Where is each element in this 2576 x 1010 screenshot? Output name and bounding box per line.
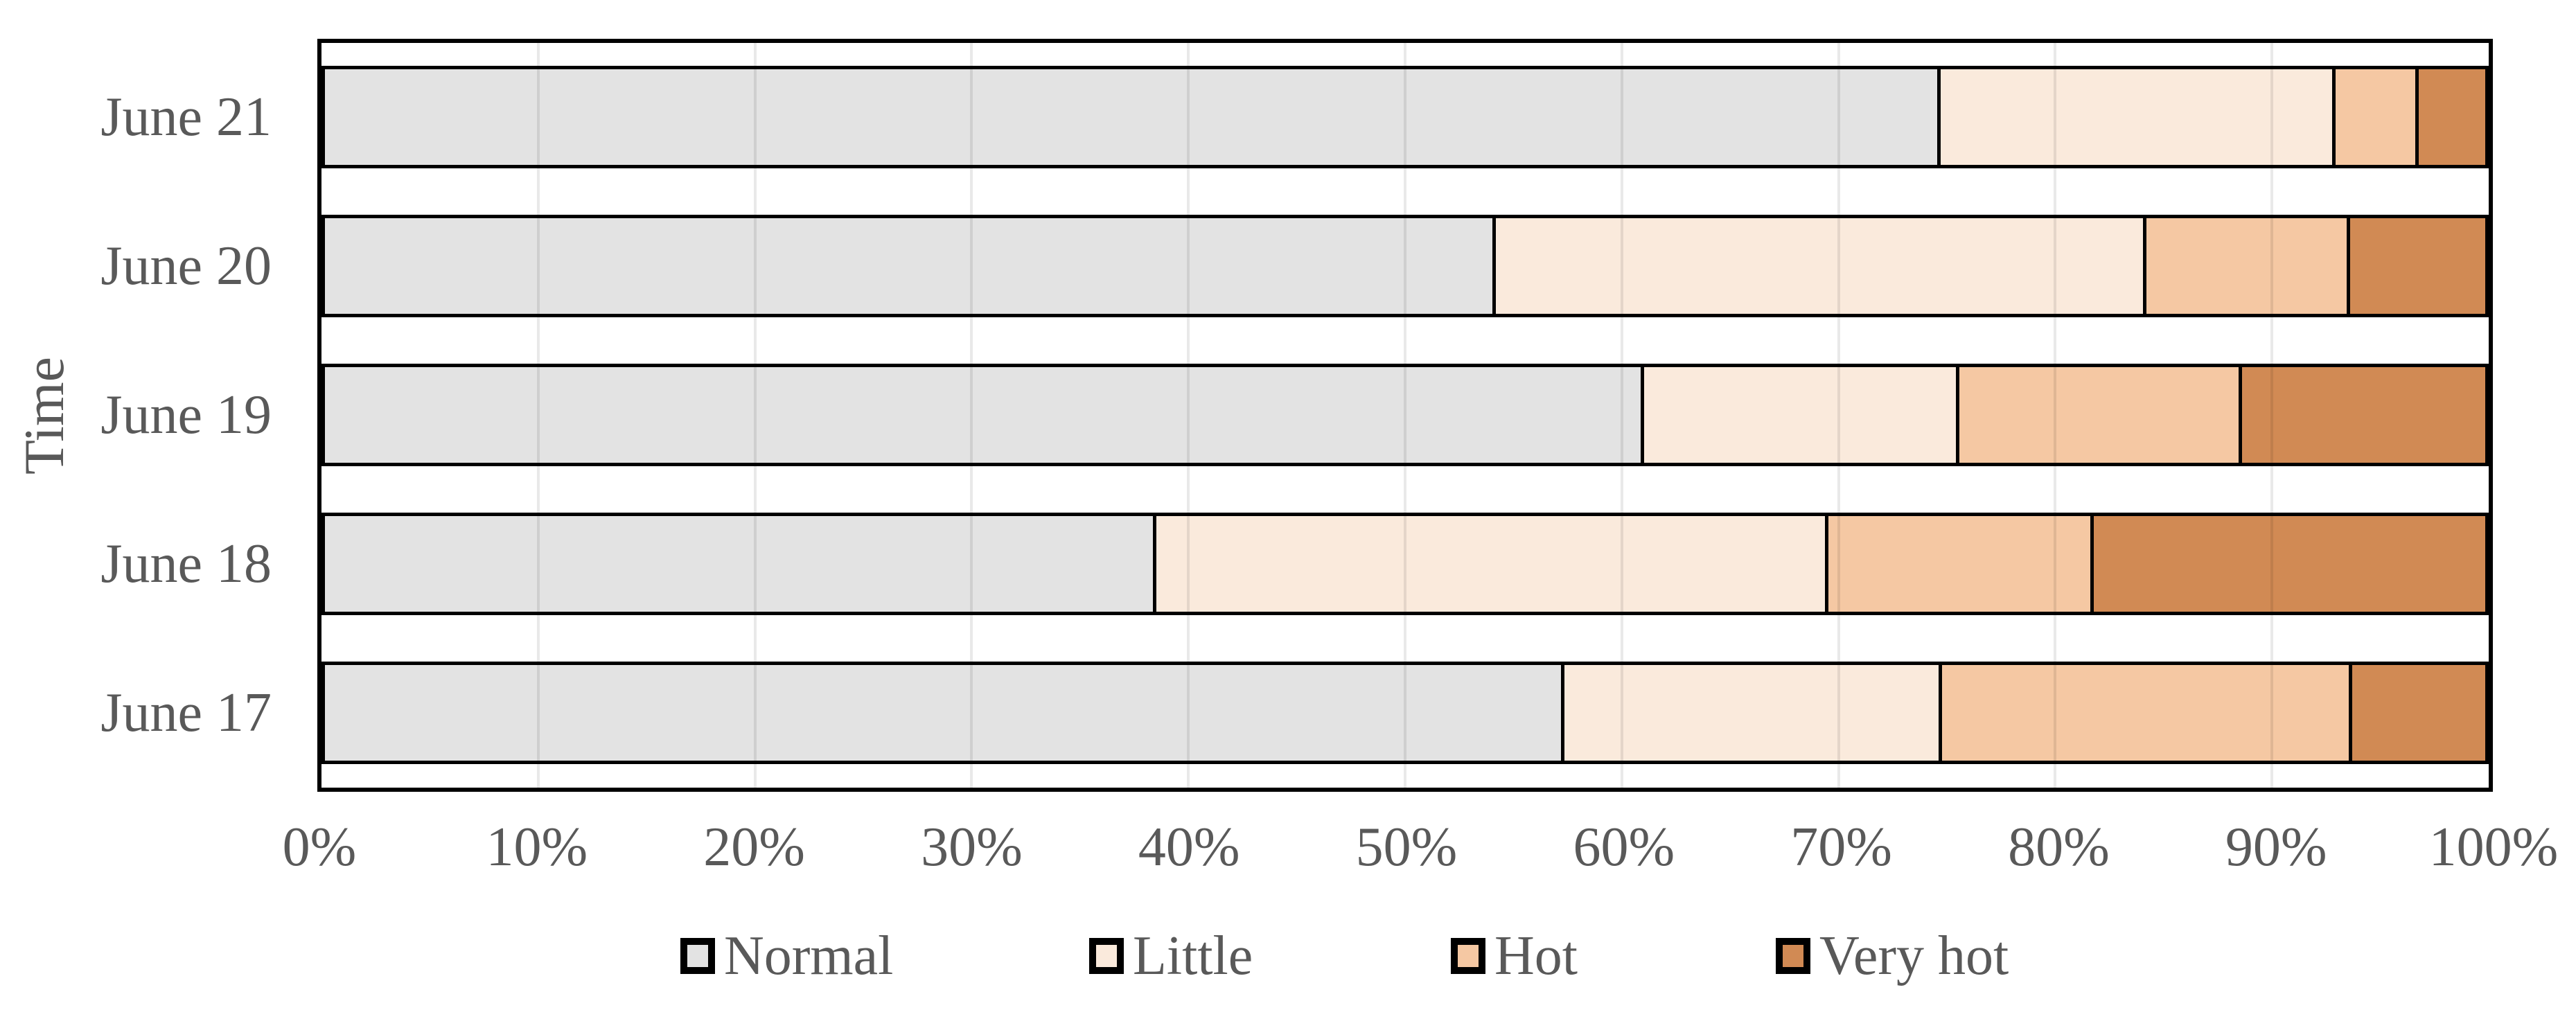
bar-segment-little bbox=[1641, 364, 1959, 466]
stacked-bar bbox=[321, 364, 2489, 466]
category-label-june-21: June 21 bbox=[100, 87, 272, 148]
legend-swatch-normal bbox=[680, 938, 715, 974]
bar-row-june-17 bbox=[321, 639, 2489, 788]
bar-segment-little bbox=[1152, 513, 1828, 615]
x-tick-label-40pct: 40% bbox=[1138, 817, 1240, 878]
x-tick-label-20pct: 20% bbox=[703, 817, 805, 878]
bar-segment-little bbox=[1492, 215, 2146, 317]
legend-swatch-hot bbox=[1451, 938, 1485, 974]
bar-row-june-20 bbox=[321, 192, 2489, 341]
legend-label-normal: Normal bbox=[724, 925, 894, 986]
legend-item-little: Little bbox=[1089, 925, 1253, 986]
x-tick-label-70pct: 70% bbox=[1790, 817, 1892, 878]
legend-label-little: Little bbox=[1133, 925, 1253, 986]
legend-item-hot: Hot bbox=[1451, 925, 1578, 986]
bar-row-june-18 bbox=[321, 490, 2489, 639]
x-tick-label-30pct: 30% bbox=[921, 817, 1023, 878]
category-label-june-19: June 19 bbox=[100, 384, 272, 445]
bar-segment-very-hot bbox=[2346, 215, 2489, 317]
legend-item-very-hot: Very hot bbox=[1776, 925, 2009, 986]
bar-row-june-21 bbox=[321, 43, 2489, 192]
stacked-bar bbox=[321, 215, 2489, 317]
legend-item-normal: Normal bbox=[680, 925, 894, 986]
bar-segment-very-hot bbox=[2415, 66, 2489, 168]
bar-segment-very-hot bbox=[2090, 513, 2489, 615]
stacked-bar bbox=[321, 513, 2489, 615]
bar-segment-very-hot bbox=[2348, 662, 2489, 764]
category-label-june-17: June 17 bbox=[100, 682, 272, 743]
stacked-bar bbox=[321, 66, 2489, 168]
x-tick-label-10pct: 10% bbox=[486, 817, 588, 878]
legend-swatch-little bbox=[1089, 938, 1124, 974]
x-tick-label-50pct: 50% bbox=[1355, 817, 1458, 878]
bar-segment-hot bbox=[1824, 513, 2094, 615]
bar-segment-normal bbox=[321, 66, 1941, 168]
bar-row-june-19 bbox=[321, 341, 2489, 490]
x-tick-label-0pct: 0% bbox=[282, 817, 357, 878]
bar-segment-hot bbox=[2142, 215, 2350, 317]
plot-area bbox=[317, 39, 2493, 792]
x-tick-label-100pct: 100% bbox=[2428, 817, 2559, 878]
x-tick-label-90pct: 90% bbox=[2225, 817, 2327, 878]
bar-segment-hot bbox=[1955, 364, 2243, 466]
category-label-june-20: June 20 bbox=[100, 236, 272, 296]
legend-label-very-hot: Very hot bbox=[1819, 925, 2009, 986]
bar-segment-normal bbox=[321, 215, 1496, 317]
legend-swatch-very-hot bbox=[1776, 938, 1810, 974]
x-tick-label-60pct: 60% bbox=[1573, 817, 1675, 878]
legend-label-hot: Hot bbox=[1494, 925, 1578, 986]
bar-segment-normal bbox=[321, 364, 1645, 466]
bar-segment-little bbox=[1937, 66, 2336, 168]
stacked-bar bbox=[321, 662, 2489, 764]
bar-segment-normal bbox=[321, 513, 1156, 615]
bar-segment-little bbox=[1561, 662, 1943, 764]
x-tick-label-80pct: 80% bbox=[2008, 817, 2110, 878]
bar-segment-hot bbox=[1939, 662, 2352, 764]
category-label-june-18: June 18 bbox=[100, 533, 272, 594]
bar-segment-hot bbox=[2332, 66, 2419, 168]
bar-segment-very-hot bbox=[2239, 364, 2489, 466]
bar-segment-normal bbox=[321, 662, 1565, 764]
